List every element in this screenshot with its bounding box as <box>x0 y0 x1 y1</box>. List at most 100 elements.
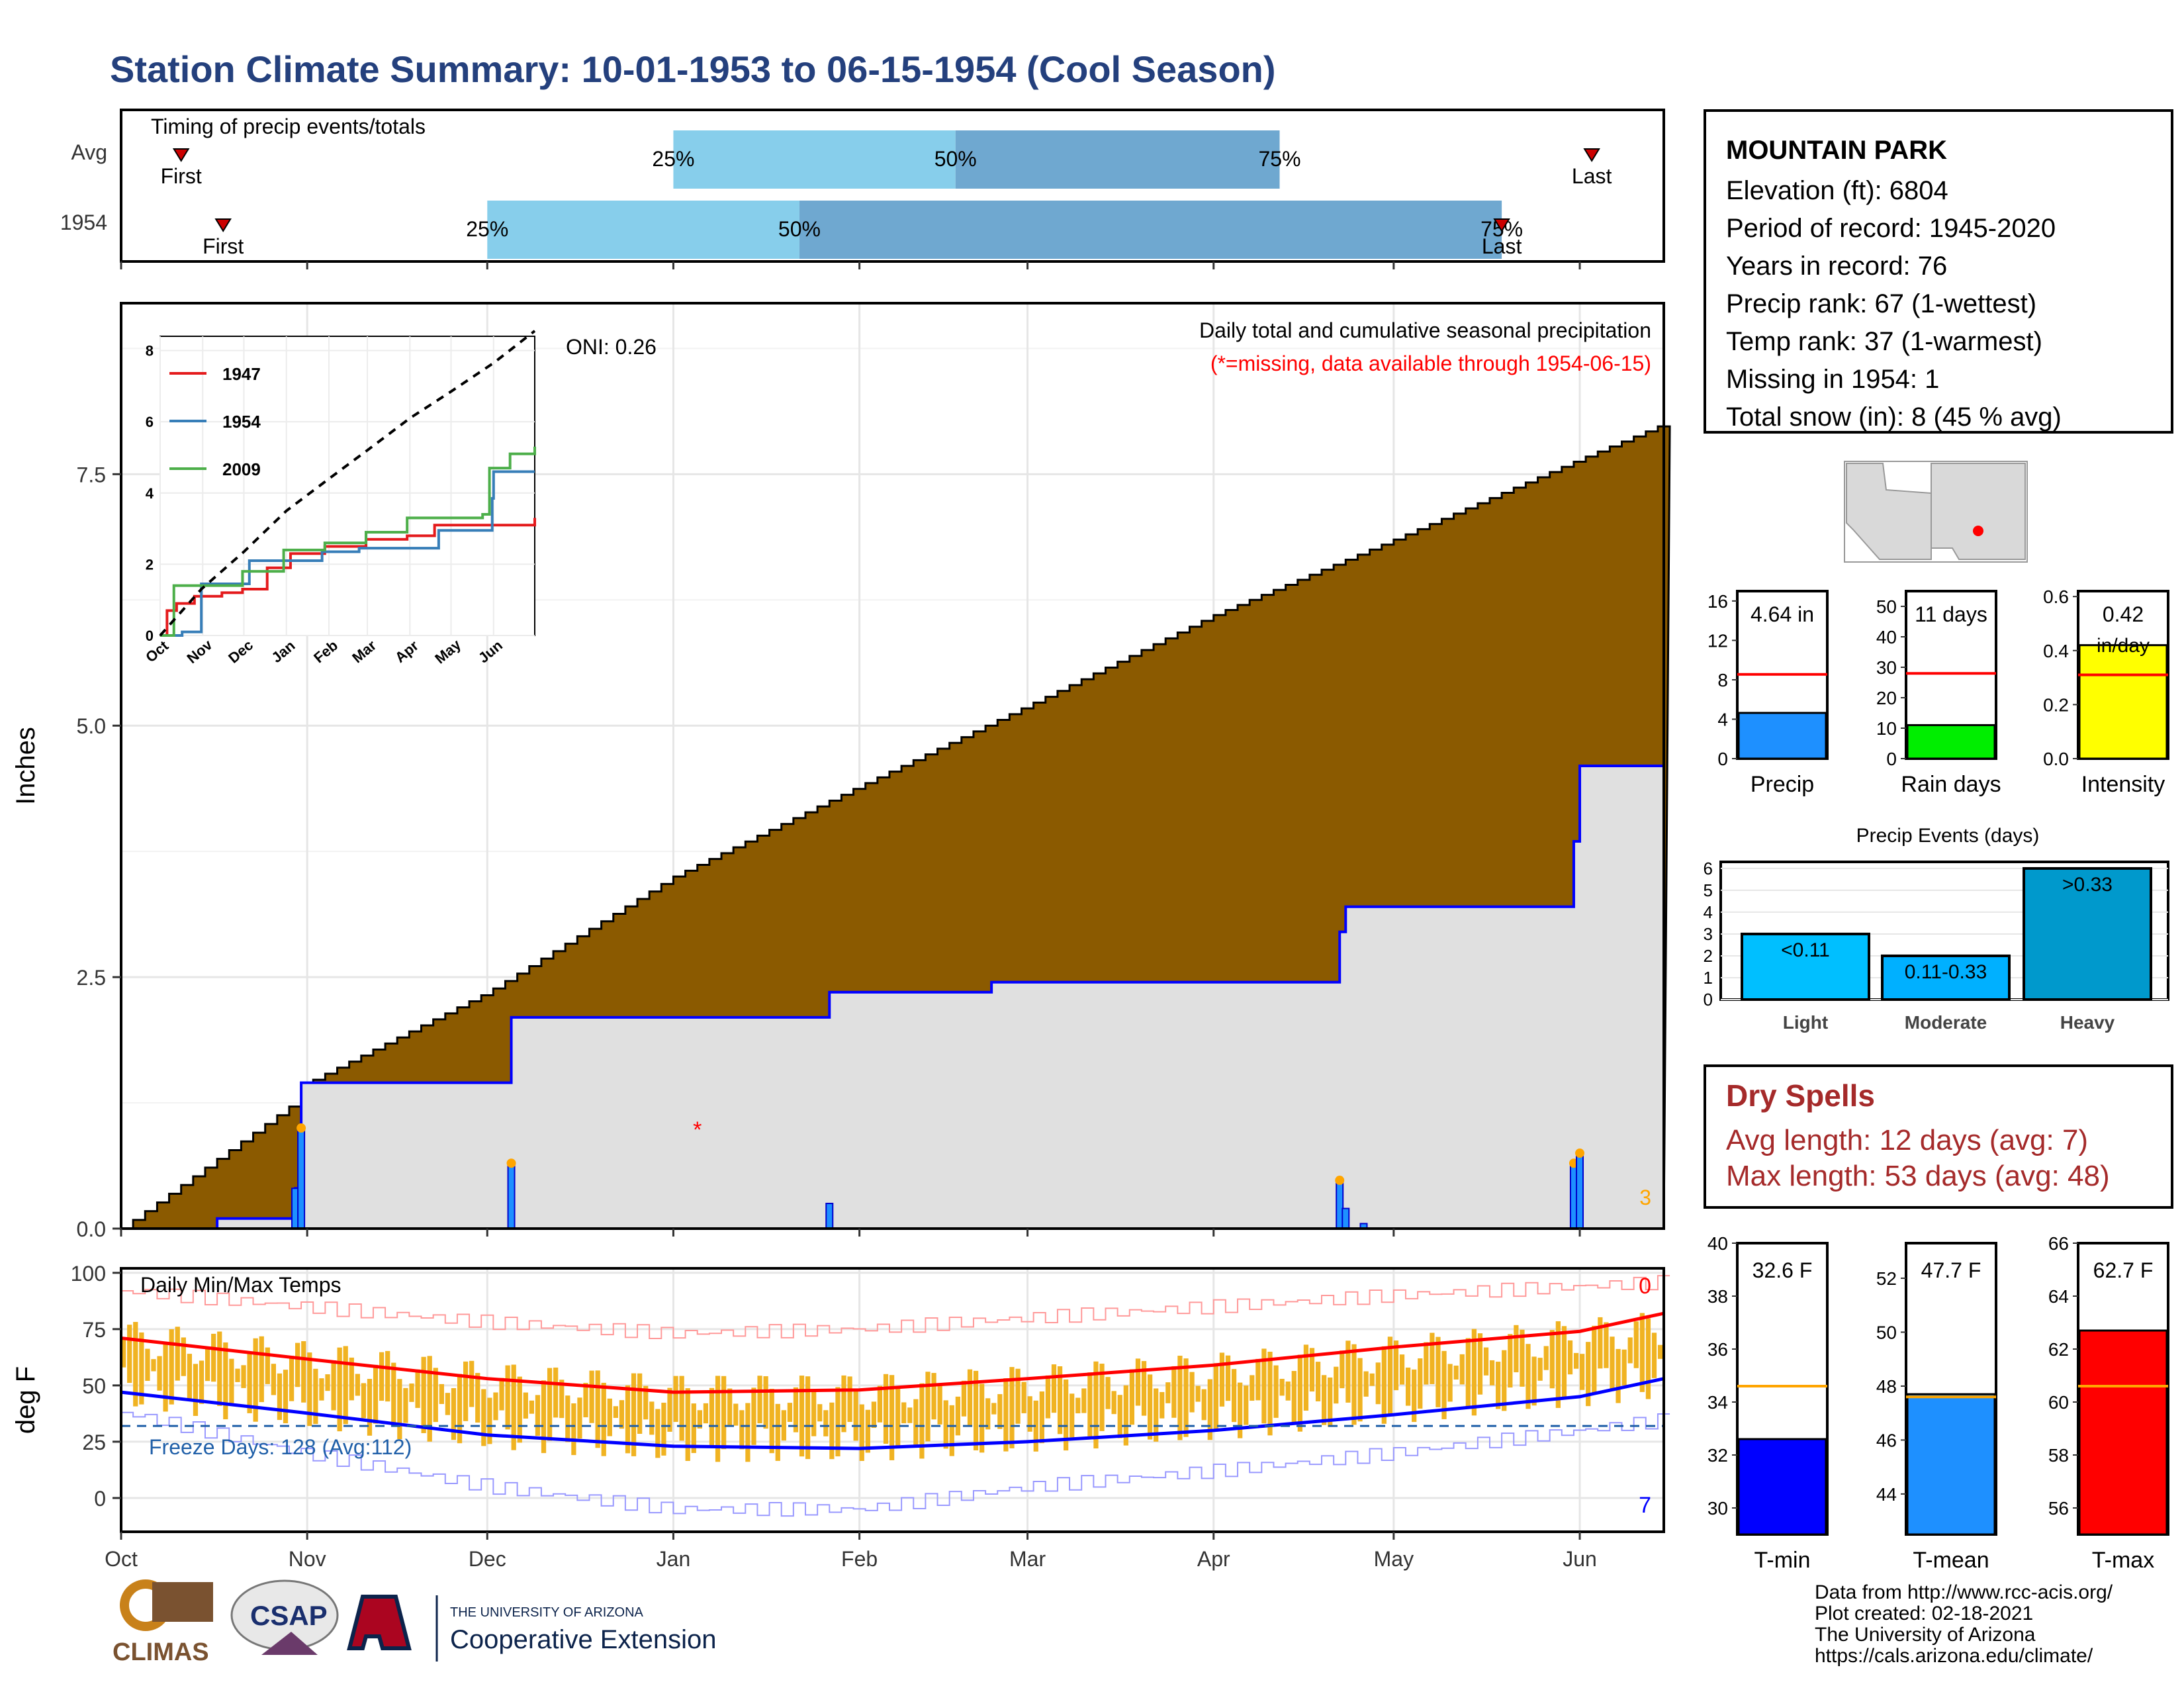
temp-y-tick: 58 <box>2048 1445 2069 1466</box>
daily-temp-range-bar <box>235 1368 240 1382</box>
daily-temp-range-bar <box>481 1389 486 1446</box>
daily-temp-range-bar <box>355 1374 360 1396</box>
last-label: Last <box>1572 164 1612 188</box>
station-line: Period of record: 1945-2020 <box>1726 214 2056 243</box>
footer-line: Plot created: 02-18-2021 <box>1815 1603 2034 1624</box>
daily-temp-range-bar <box>1657 1344 1663 1359</box>
daily-temp-range-bar <box>817 1404 823 1422</box>
temp-bottom-count: 7 <box>1639 1493 1651 1518</box>
daily-temp-range-bar <box>1633 1321 1639 1368</box>
daily-temp-range-bar <box>1244 1385 1249 1425</box>
precip-y-label: Inches <box>11 727 40 805</box>
station-name: MOUNTAIN PARK <box>1726 136 1948 165</box>
daily-temp-range-bar <box>1279 1378 1285 1396</box>
daily-temp-range-bar <box>1154 1388 1159 1442</box>
daily-temp-range-bar <box>619 1400 625 1429</box>
timing-pct-label: 50% <box>778 217 821 241</box>
events-bar <box>1741 932 1870 1002</box>
daily-temp-range-bar <box>757 1376 762 1424</box>
daily-temp-range-bar <box>1387 1336 1393 1415</box>
temp-bar <box>1906 1393 1996 1536</box>
temp-title: Daily Min/Max Temps <box>140 1273 341 1297</box>
daily-temp-range-bar <box>1555 1321 1561 1408</box>
total-category-label: Precip <box>1751 772 1814 797</box>
daily-temp-range-bar <box>541 1380 547 1454</box>
daily-temp-range-bar <box>1363 1371 1369 1397</box>
events-y-tick: 2 <box>1704 946 1713 966</box>
temp-y-tick: 30 <box>1707 1498 1728 1519</box>
daily-temp-range-bar <box>1496 1362 1501 1409</box>
daily-temp-range-bar <box>1261 1348 1267 1424</box>
x-tick-label: Jun <box>1563 1547 1597 1571</box>
daily-temp-range-bar <box>445 1393 451 1415</box>
avg-cumulative-area <box>121 425 1671 1230</box>
timing-pct-label: 75% <box>1258 147 1300 171</box>
daily-temp-range-bar <box>379 1352 385 1401</box>
climas-text: CLIMAS <box>113 1638 209 1666</box>
inset-series-avg <box>159 330 536 637</box>
temp-category-label: T-min <box>1754 1548 1811 1573</box>
daily-temp-range-bar <box>1567 1340 1573 1375</box>
daily-temp-range-bar <box>595 1370 600 1448</box>
daily-temp-range-bar <box>895 1387 901 1448</box>
daily-temp-range-bar <box>955 1396 960 1436</box>
daily-temp-range-bar <box>469 1360 475 1407</box>
daily-temp-range-bar <box>973 1370 979 1451</box>
total-value-label: 4.64 in <box>1751 602 1814 626</box>
inset-x-tick: May <box>432 635 464 667</box>
events-category-label: Light <box>1783 1012 1828 1033</box>
daily-temp-range-bar <box>1340 1350 1345 1389</box>
daily-temp-range-bar <box>1531 1356 1537 1406</box>
footer-credits: Data from http://www.rcc-acis.org/ Plot … <box>1815 1582 2113 1667</box>
daily-temp-range-bar <box>505 1365 510 1430</box>
daily-temp-range-bar <box>277 1373 283 1421</box>
temp-y-tick: 46 <box>1876 1430 1897 1450</box>
events-y-tick: 5 <box>1704 880 1713 900</box>
daily-temp-range-bar <box>517 1376 522 1443</box>
timing-panel: 25% 50% 75% First Last 25% 50% 75% First Last Tim… <box>60 109 1665 269</box>
temp-y-tick: 62 <box>2048 1339 2069 1360</box>
csap-mountain <box>261 1632 318 1655</box>
daily-temp-range-bar <box>565 1395 570 1442</box>
locator-map <box>1844 461 2028 563</box>
daily-temp-range-bar <box>721 1376 727 1450</box>
daily-temp-range-bar <box>733 1403 739 1426</box>
daily-temp-range-bar <box>157 1356 162 1391</box>
daily-temp-range-bar <box>823 1410 829 1436</box>
daily-temp-range-bar <box>847 1376 852 1423</box>
daily-temp-range-bar <box>589 1370 594 1423</box>
daily-temp-range-bar <box>1537 1358 1543 1381</box>
daily-temp-range-bar <box>1238 1382 1243 1438</box>
daily-temp-range-bar <box>343 1346 348 1425</box>
precip-subtitle: (*=missing, data available through 1954-… <box>1210 352 1651 375</box>
inset-x-tick: Oct <box>142 637 172 665</box>
daily-temp-range-bar <box>199 1360 205 1404</box>
daily-temp-range-bar <box>745 1403 751 1462</box>
daily-temp-range-bar <box>673 1376 678 1423</box>
daily-temp-range-bar <box>313 1368 318 1425</box>
temp-bar <box>2078 1329 2168 1536</box>
daily-temp-range-bar <box>163 1342 168 1412</box>
daily-temp-range-bar <box>607 1398 612 1436</box>
dry-spells-max: Max length: 53 days (avg: 48) <box>1726 1160 2110 1192</box>
daily-temp-range-bar <box>499 1378 504 1411</box>
timing-marks: 25% 50% 75% First Last 25% 50% 75% First Last <box>120 130 1612 269</box>
daily-temp-range-bar <box>1322 1375 1327 1425</box>
daily-temp-range-bar <box>1045 1375 1051 1419</box>
station-line: Total snow (in): 8 (45 % avg) <box>1726 402 2062 432</box>
snow-marker <box>1575 1149 1585 1158</box>
events-y-tick: 3 <box>1704 924 1713 944</box>
footer-line: https://cals.arizona.edu/climate/ <box>1815 1645 2093 1667</box>
temp-axis: 0 25 50 75 100 Oct Nov Dec Jan Feb Mar Apr May Jun <box>71 1262 1597 1571</box>
daily-temp-range-bar <box>829 1402 835 1460</box>
daily-temp-range-bar <box>187 1354 193 1399</box>
total-y-tick: 0.6 <box>2043 586 2069 607</box>
timing-bar-lower <box>487 201 799 259</box>
first-marker <box>172 148 190 162</box>
dry-spells-box: Dry Spells Avg length: 12 days (avg: 7) … <box>1704 1064 2173 1209</box>
csap-text: CSAP <box>250 1600 328 1631</box>
daily-temp-range-bar <box>751 1387 756 1445</box>
daily-precip-bar <box>297 1127 306 1229</box>
daily-temp-range-bar <box>1063 1379 1069 1451</box>
temp-chart-frame <box>1905 1242 1997 1536</box>
